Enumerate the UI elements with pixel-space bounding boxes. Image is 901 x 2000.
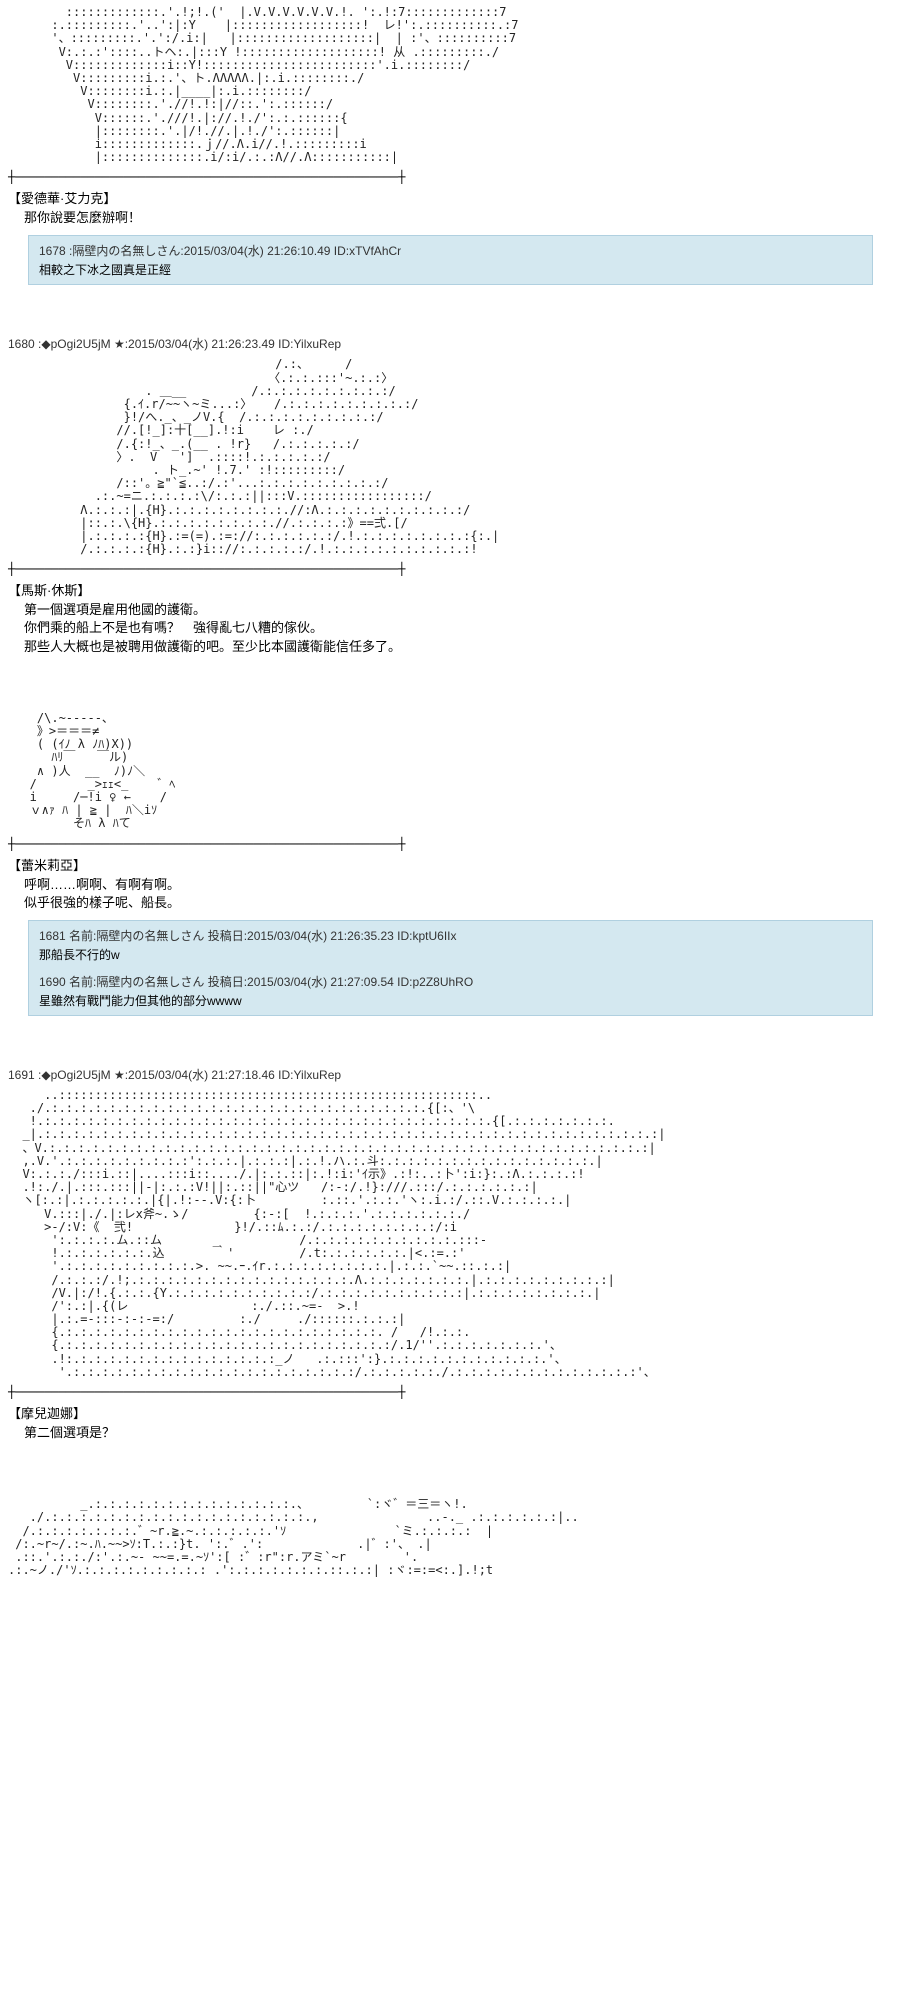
forum-post: :::::::::::::.'.!;!.(' |.V.V.V.V.V.V.!. … [0, 6, 901, 285]
divider-line: ┼───────────────────────────────────────… [8, 1385, 893, 1399]
speaker-name: 【蕾米莉亞】 [8, 855, 893, 874]
reply-body: 星雖然有戰鬥能力但其他的部分wwww [39, 992, 862, 1009]
forum-post: _.:.:.:.:.:.:.:.:.:.:.:.:.:.:.、 `:ヾ゛＝三＝ヽ… [0, 1498, 901, 1577]
reply-header: 1690 名前:隔壁内の名無しさん 投稿日:2015/03/04(水) 21:2… [39, 973, 862, 990]
reply-body: 那船長不行的w [39, 946, 862, 963]
ascii-art-block: /\.~-----、 》>＝＝＝≠ ( (ｲﾉ λ ﾉﾊ)X)) ﾊﾘ￣ ￣ル)… [8, 712, 893, 831]
divider-line: ┼───────────────────────────────────────… [8, 562, 893, 576]
forum-post: 1680 :◆pOgi2U5jM ★:2015/03/04(水) 21:26:2… [0, 335, 901, 655]
divider-line: ┼───────────────────────────────────────… [8, 170, 893, 184]
forum-post: 1691 :◆pOgi2U5jM ★:2015/03/04(水) 21:27:1… [0, 1066, 901, 1442]
dialogue-text: 第二個選項是？ [24, 1424, 893, 1442]
divider-line: ┼───────────────────────────────────────… [8, 837, 893, 851]
dialogue-text: 那你說要怎麼辦啊！ [24, 209, 893, 227]
reply-quote: 1681 名前:隔壁内の名無しさん 投稿日:2015/03/04(水) 21:2… [28, 920, 873, 1016]
ascii-art-block: /.:、 / 〈.:.:.:::'~.:.:〉 . ＿__ /.:.:.:.:.… [8, 358, 893, 556]
ascii-art-block: ..::::::::::::::::::::::::::::::::::::::… [8, 1089, 893, 1379]
speaker-name: 【摩兒迦娜】 [8, 1403, 893, 1422]
forum-post: /\.~-----、 》>＝＝＝≠ ( (ｲﾉ λ ﾉﾊ)X)) ﾊﾘ￣ ￣ル)… [0, 712, 901, 1016]
reply-quote: 1678 :隔壁内の名無しさん:2015/03/04(水) 21:26:10.4… [28, 235, 873, 285]
reply-header: 1678 :隔壁内の名無しさん:2015/03/04(水) 21:26:10.4… [39, 242, 862, 259]
reply-body: 相較之下冰之國真是正經 [39, 261, 862, 278]
speaker-name: 【愛德華·艾力克】 [8, 188, 893, 207]
ascii-art-block: :::::::::::::.'.!;!.(' |.V.V.V.V.V.V.!. … [8, 6, 893, 164]
ascii-art-block: _.:.:.:.:.:.:.:.:.:.:.:.:.:.:.、 `:ヾ゛＝三＝ヽ… [8, 1498, 893, 1577]
post-header: 1691 :◆pOgi2U5jM ★:2015/03/04(水) 21:27:1… [8, 1066, 893, 1083]
dialogue-text: 第一個選項是雇用他國的護衛。你們乘的船上不是也有嗎？ 強得亂七八糟的傢伙。那些人… [24, 601, 893, 656]
post-header: 1680 :◆pOgi2U5jM ★:2015/03/04(水) 21:26:2… [8, 335, 893, 352]
speaker-name: 【馬斯·休斯】 [8, 580, 893, 599]
reply-header: 1681 名前:隔壁内の名無しさん 投稿日:2015/03/04(水) 21:2… [39, 927, 862, 944]
dialogue-text: 呼啊……啊啊、有啊有啊。似乎很強的樣子呢、船長。 [24, 876, 893, 912]
